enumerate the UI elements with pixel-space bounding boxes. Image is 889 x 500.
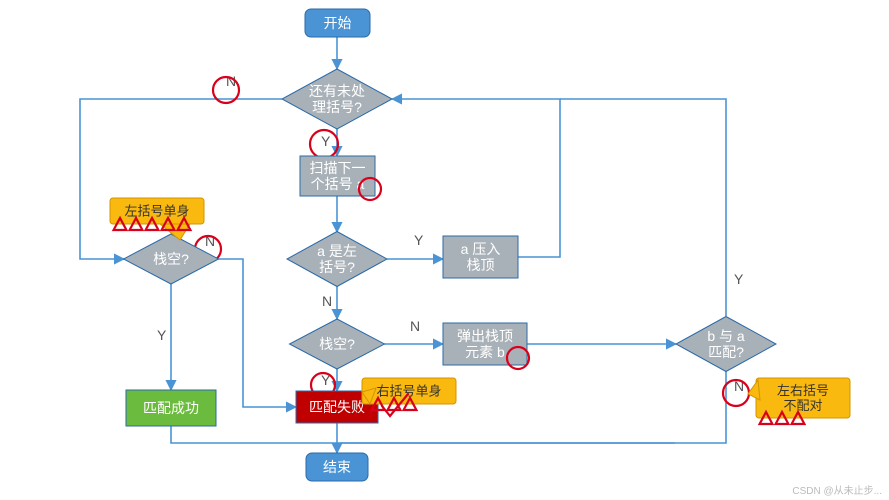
node-label-success: 匹配成功 (143, 400, 199, 416)
edge-e15 (171, 426, 675, 443)
node-label-push_a: a 压入 (461, 241, 501, 257)
node-label-end: 结束 (323, 459, 351, 475)
node-label-pop_b: 弹出栈顶 (457, 328, 513, 344)
edge-e14 (218, 259, 296, 407)
edge-label-e5: Y (414, 232, 424, 248)
watermark: CSDN @从未止步... (792, 485, 882, 497)
node-label-b_match_a: b 与 a (707, 328, 745, 344)
node-label-fail: 匹配失败 (309, 399, 365, 415)
callout-tail-c3 (748, 380, 760, 400)
edge-label-e3: Y (321, 133, 331, 149)
edge-label-e8: N (410, 318, 420, 334)
flowchart-canvas: NYYNNYNYYN 开始还有未处理括号?扫描下一个括号 aa 是左括号?a 压… (0, 0, 889, 500)
callout-text-c2: 右括号单身 (376, 384, 441, 399)
node-label-stack_empty1: 栈空? (153, 251, 189, 267)
edge-e11 (675, 371, 726, 443)
node-label-has_bracket: 还有未处 (309, 83, 365, 99)
edge-label-e7: N (322, 293, 332, 309)
callout-text-c1: 左括号单身 (124, 204, 189, 219)
node-label-pop_b: 元素 b (465, 344, 505, 360)
node-label-scan_next: 扫描下一 (310, 160, 366, 176)
callout-text-c3: 左右括号 (777, 383, 829, 398)
edge-label-e13: Y (157, 327, 167, 343)
node-label-has_bracket: 理括号? (312, 99, 362, 115)
edge-label-e10: Y (734, 271, 744, 287)
node-label-push_a: 栈顶 (467, 257, 495, 273)
node-label-b_match_a: 匹配? (708, 344, 744, 360)
node-label-start: 开始 (324, 15, 352, 31)
edge-e10 (560, 99, 726, 316)
node-label-is_left: a 是左 (317, 243, 357, 259)
node-label-stack_empty2: 栈空? (319, 336, 355, 352)
node-label-is_left: 括号? (319, 259, 355, 275)
node-label-scan_next: 个括号 a (311, 176, 365, 192)
callout-text-c3: 不配对 (783, 398, 822, 413)
